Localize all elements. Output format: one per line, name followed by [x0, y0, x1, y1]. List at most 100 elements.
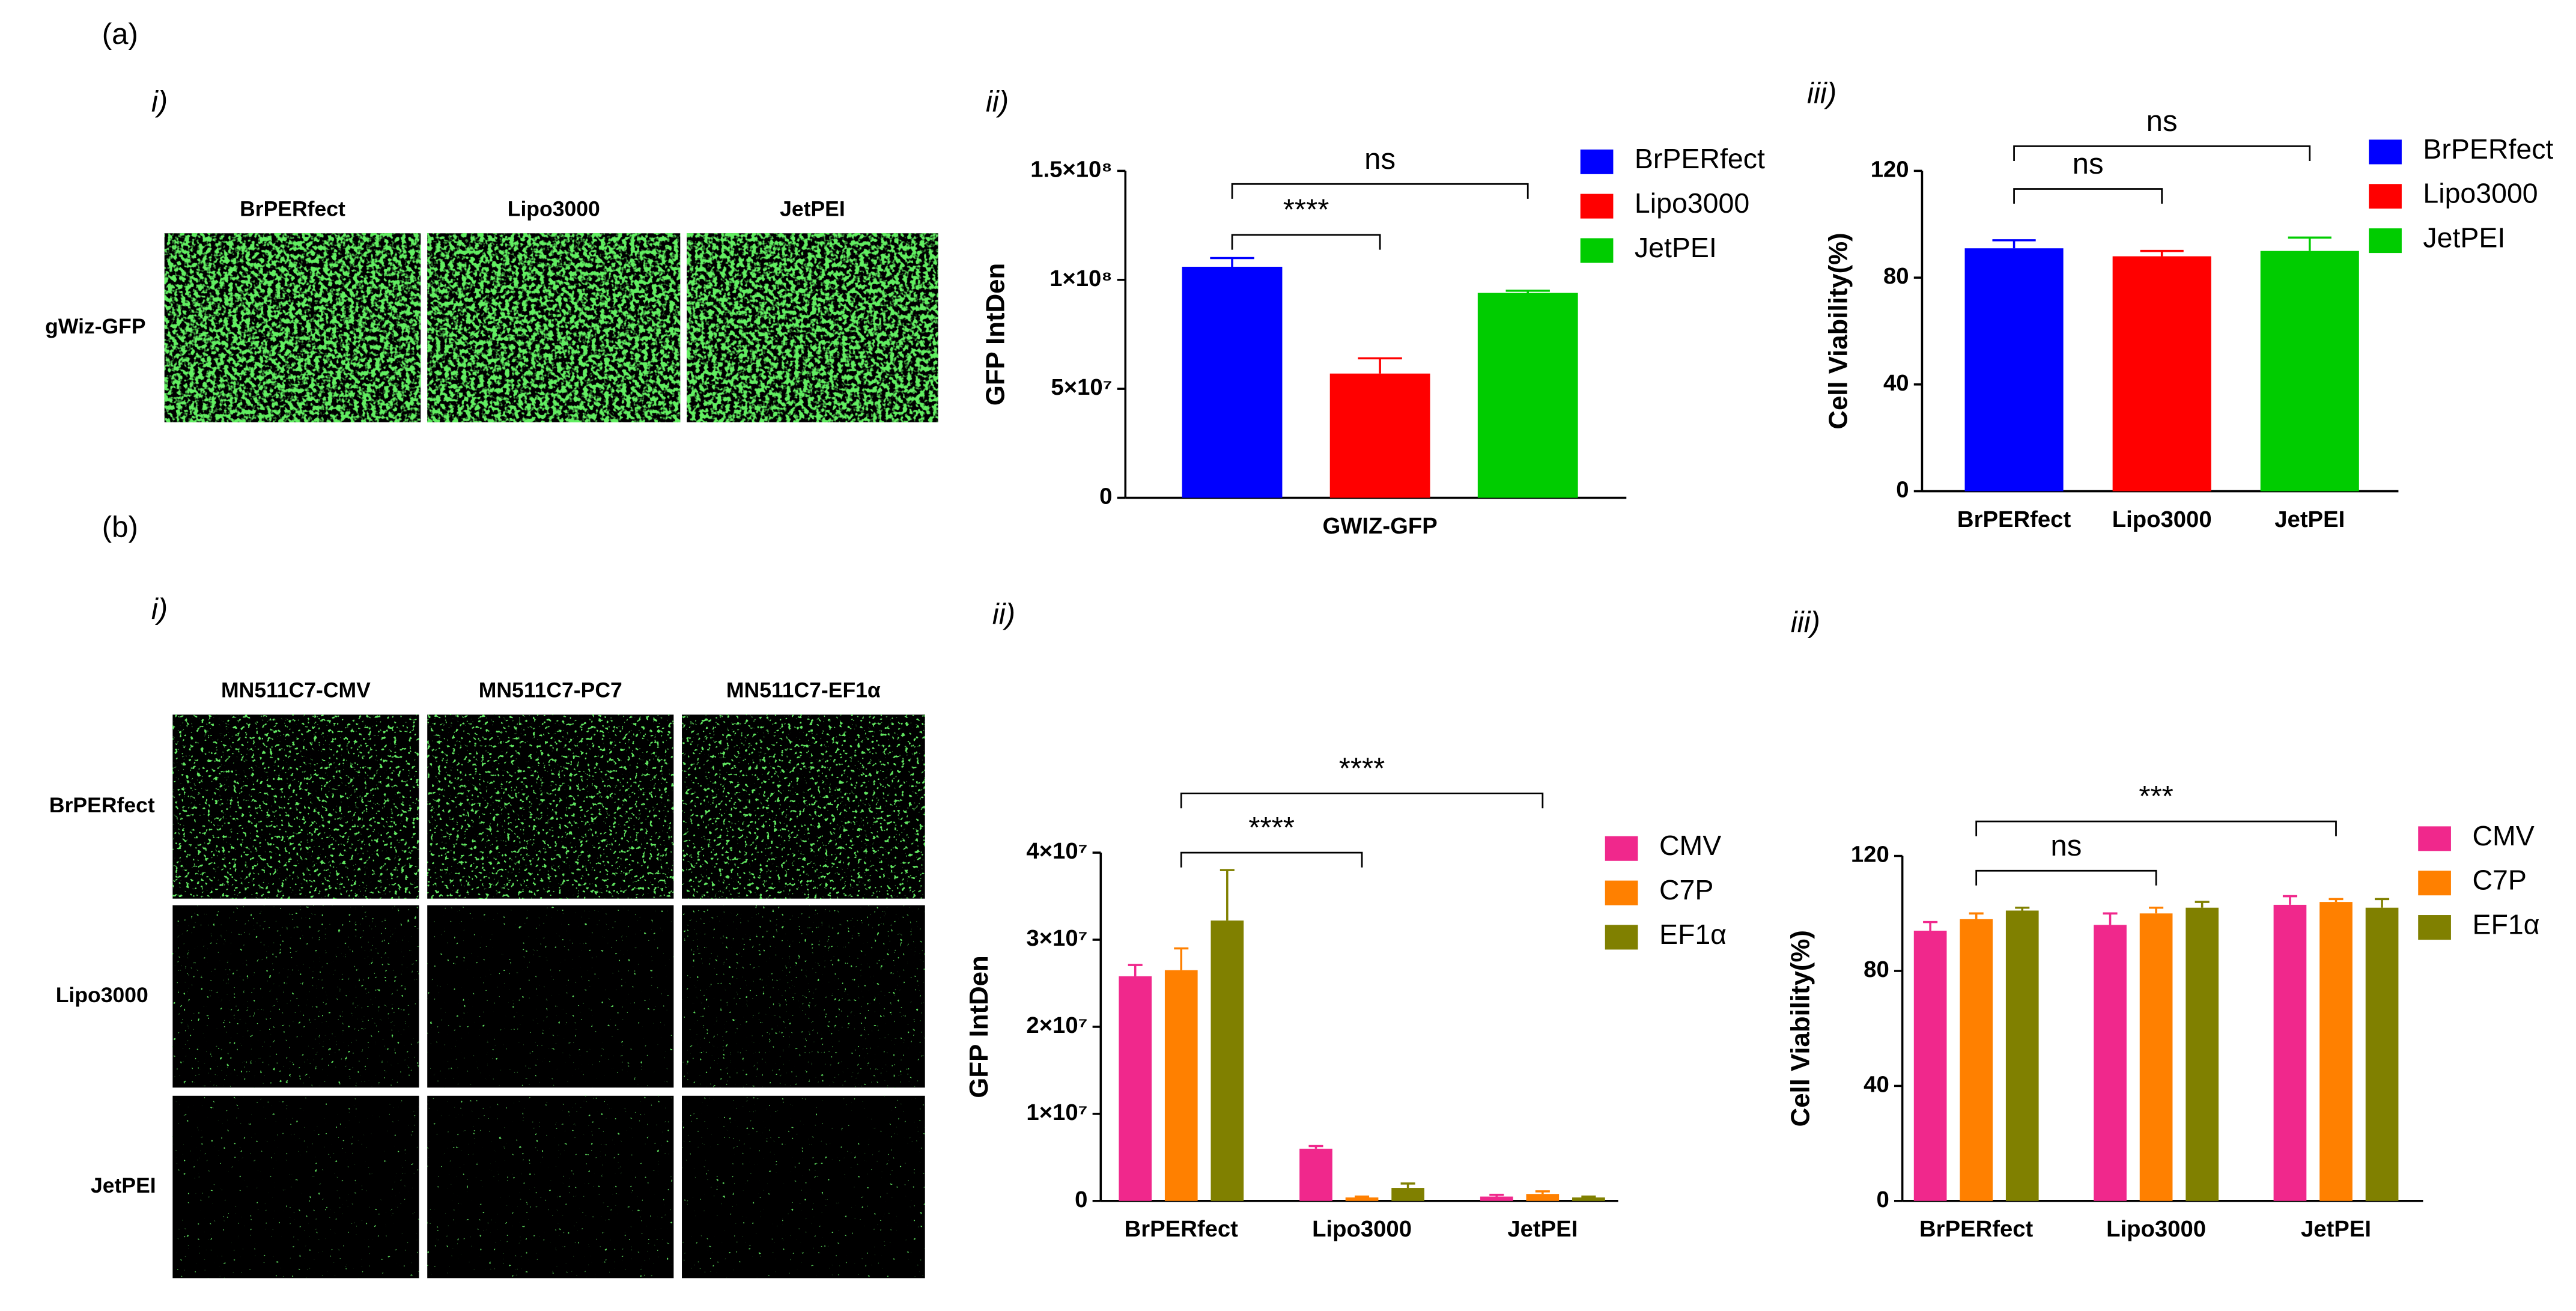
y-tick-label: 5×10⁷	[1051, 374, 1112, 400]
significance-label: ****	[1339, 752, 1385, 785]
significance-bracket	[1180, 792, 1544, 809]
significance-label: ns	[1364, 142, 1396, 175]
y-tick-label: 40	[1864, 1072, 1889, 1098]
y-axis-label: Cell Viability(%)	[1823, 233, 1853, 429]
x-tick-label: Lipo3000	[1312, 1216, 1412, 1242]
legend-swatch	[2369, 139, 2402, 165]
bar	[2139, 913, 2173, 1201]
bar	[1119, 976, 1152, 1201]
bar	[1329, 373, 1430, 498]
bar	[1960, 919, 1993, 1201]
legend-label: EF1α	[1659, 919, 1727, 950]
panel-label: iii)	[1791, 606, 1820, 639]
y-tick-label: 0	[1099, 484, 1112, 509]
y-tick-label: 80	[1883, 263, 1909, 289]
significance-bracket	[1231, 183, 1529, 199]
error-bar	[1308, 1145, 1323, 1149]
legend-swatch	[1605, 880, 1638, 905]
bar	[1345, 1197, 1379, 1201]
bar	[1211, 920, 1244, 1201]
legend-label: BrPERfect	[2423, 133, 2553, 165]
y-tick-label: 1.5×10⁸	[1030, 156, 1112, 182]
significance-label: ns	[2073, 147, 2104, 180]
x-tick-label: BrPERfect	[1125, 1216, 1239, 1242]
error-bar	[1174, 947, 1189, 970]
micrograph-column-header: MN511C7-PC7	[479, 678, 622, 702]
y-tick-label: 120	[1871, 156, 1909, 182]
panel-label: i)	[151, 85, 168, 118]
y-tick-label: 120	[1851, 842, 1889, 868]
error-bar	[2288, 236, 2331, 251]
x-tick-label: BrPERfect	[1919, 1216, 2034, 1242]
legend-label: JetPEI	[1635, 232, 1717, 263]
error-bar	[1992, 239, 2036, 249]
legend-swatch	[2369, 228, 2402, 254]
bar	[1391, 1188, 1424, 1201]
error-bar	[1489, 1193, 1504, 1197]
error-bar	[1400, 1182, 1415, 1188]
legend-label: CMV	[1659, 830, 1721, 861]
y-tick-label: 0	[1876, 1187, 1889, 1212]
bar	[1299, 1148, 1332, 1201]
bar	[1572, 1197, 1605, 1201]
significance-bracket	[2013, 188, 2163, 204]
micrograph-cells	[427, 714, 674, 899]
panel-label: (b)	[102, 510, 138, 543]
legend-label: Lipo3000	[2423, 178, 2538, 209]
bar	[2365, 907, 2399, 1201]
significance-label: ****	[1248, 811, 1295, 844]
micrograph-column-header: BrPERfect	[240, 196, 345, 221]
error-bar	[2328, 898, 2344, 902]
bar	[2186, 907, 2219, 1201]
significance-label: ns	[2146, 105, 2178, 138]
micrograph-cells	[682, 714, 925, 899]
bar	[2260, 251, 2359, 491]
error-bar	[2375, 898, 2390, 908]
x-tick-label: JetPEI	[2274, 506, 2345, 532]
y-tick-label: 80	[1864, 957, 1889, 982]
micrograph-cells	[427, 1095, 674, 1279]
micrograph-cells	[682, 905, 925, 1088]
legend-swatch	[2418, 871, 2451, 896]
x-tick-label: JetPEI	[2301, 1216, 2371, 1242]
micrograph-row-label: BrPERfect	[49, 793, 155, 817]
bar	[2112, 256, 2211, 491]
micrograph-cells	[682, 1095, 925, 1279]
bar	[2273, 904, 2307, 1201]
error-bar	[1535, 1190, 1550, 1194]
micrograph-cells	[427, 905, 674, 1088]
micrograph-row-label: Lipo3000	[56, 983, 148, 1007]
y-axis-label: GFP IntDen	[964, 955, 994, 1098]
bar	[1964, 248, 2064, 491]
error-bar	[1220, 869, 1235, 921]
y-tick-label: 0	[1075, 1187, 1087, 1212]
legend-swatch	[2369, 184, 2402, 209]
micrograph-cells	[172, 905, 419, 1088]
significance-bracket	[1180, 851, 1363, 868]
bar	[1526, 1194, 1560, 1201]
legend-swatch	[1580, 238, 1614, 263]
legend-swatch	[1605, 925, 1638, 950]
error-bar	[1969, 912, 1984, 919]
micrograph-row-label: JetPEI	[91, 1173, 156, 1197]
panel-label: i)	[151, 592, 168, 625]
legend-label: C7P	[2472, 865, 2526, 896]
error-bar	[2103, 912, 2118, 925]
error-bar	[2140, 249, 2184, 257]
panel-label: ii)	[986, 85, 1009, 118]
error-bar	[1210, 257, 1254, 267]
bar	[1164, 970, 1198, 1201]
x-tick-label: JetPEI	[1507, 1216, 1578, 1242]
micrograph-row-label: gWiz-GFP	[45, 314, 145, 338]
legend-label: BrPERfect	[1635, 143, 1765, 174]
error-bar	[2282, 895, 2297, 905]
error-bar	[2015, 906, 2030, 911]
legend-label: CMV	[2472, 820, 2534, 851]
micrograph-column-header: Lipo3000	[508, 196, 600, 221]
error-bar	[1128, 964, 1143, 976]
micrograph-column-header: MN511C7-EF1α	[726, 678, 881, 702]
error-bar	[1505, 290, 1550, 293]
legend-label: EF1α	[2472, 908, 2539, 940]
bar	[2094, 925, 2127, 1201]
significance-bracket	[1231, 234, 1381, 250]
